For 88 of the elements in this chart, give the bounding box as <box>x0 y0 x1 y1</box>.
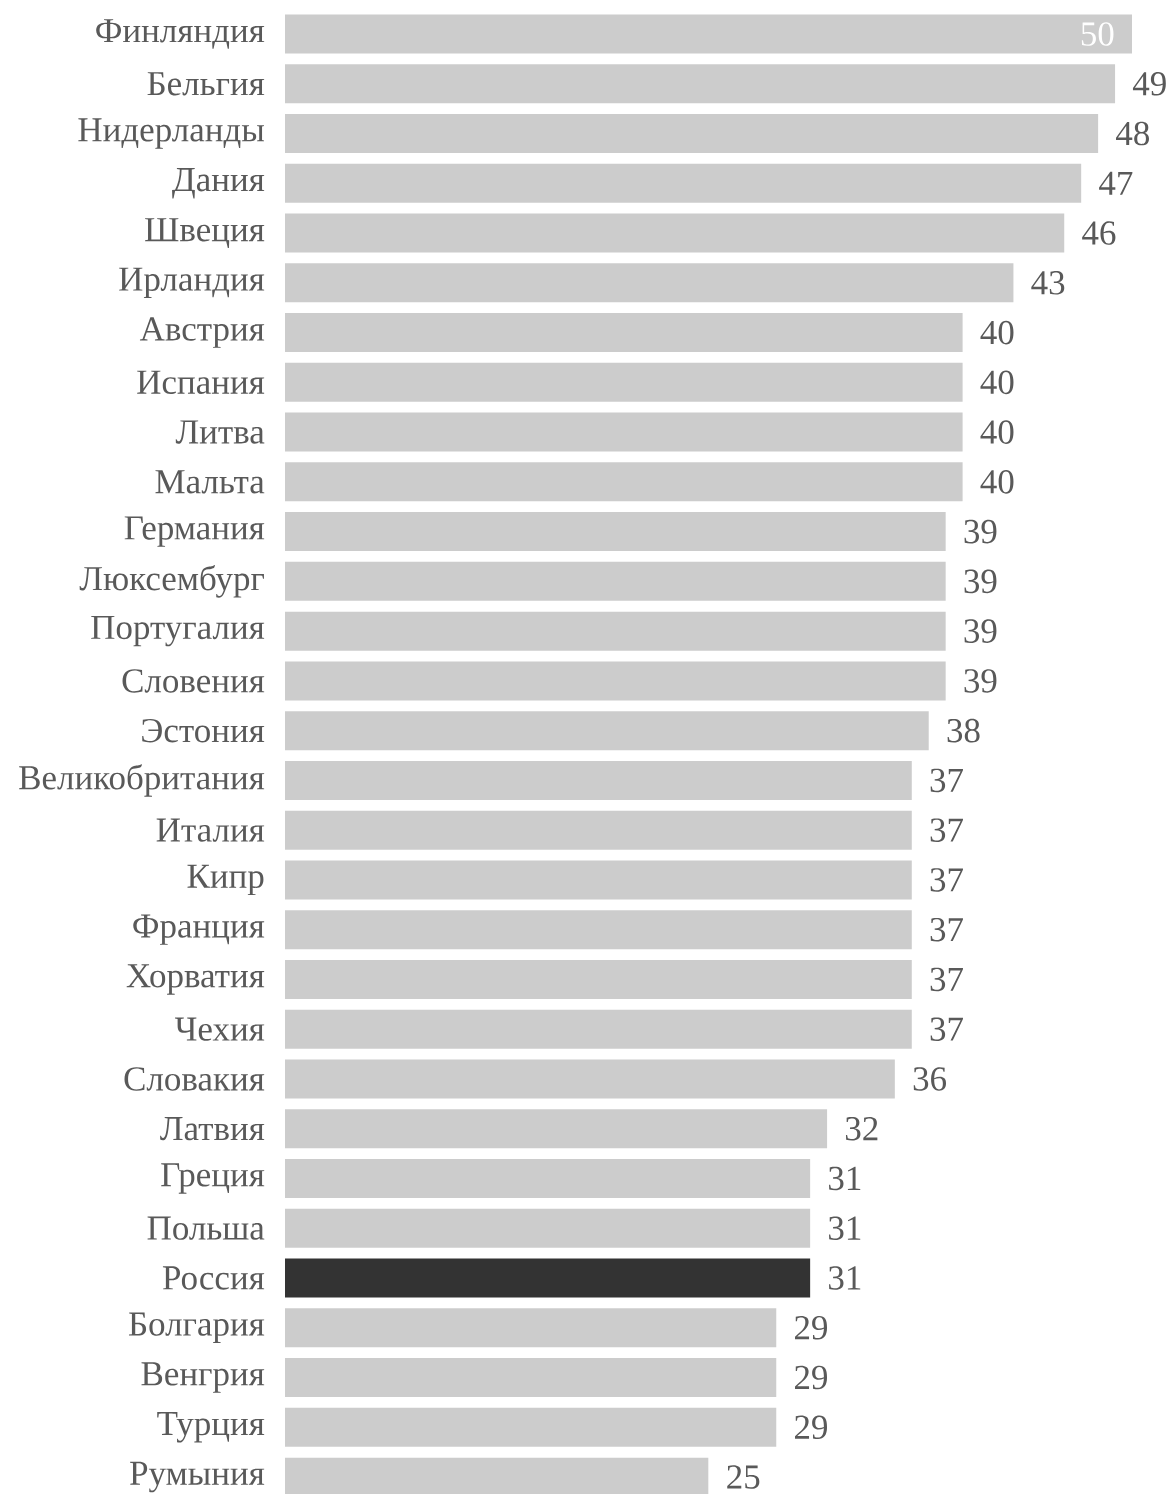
y-tick-label: Эстония <box>142 718 265 743</box>
bar <box>285 561 946 601</box>
bar <box>285 362 963 402</box>
data-label: 40 <box>980 420 1014 444</box>
bar <box>285 1059 895 1099</box>
bar <box>285 1109 828 1149</box>
bar <box>285 910 912 950</box>
y-tick-label: Дания <box>172 168 265 199</box>
data-label: 37 <box>930 1017 963 1041</box>
bar <box>285 313 963 353</box>
y-tick-label: Латвия <box>160 1117 265 1141</box>
data-label: 31 <box>829 1216 861 1240</box>
bar <box>285 860 912 900</box>
data-label: 49 <box>1132 72 1166 96</box>
data-label: 25 <box>727 1465 760 1489</box>
y-tick-label: Турция <box>157 1412 265 1443</box>
y-tick-label: Греция <box>161 1163 265 1194</box>
data-label: 39 <box>964 519 997 544</box>
bar <box>285 1158 811 1198</box>
y-tick-label: Нидерланды <box>78 118 264 149</box>
y-tick-label: Румыния <box>130 1461 265 1493</box>
y-tick-label: Австрия <box>139 317 265 348</box>
data-label: 37 <box>930 917 963 942</box>
y-tick-label: Словакия <box>124 1067 265 1091</box>
y-tick-label: Болгария <box>128 1312 265 1343</box>
bar <box>285 14 1133 54</box>
bar <box>285 263 1014 303</box>
y-tick-label: Чехия <box>175 1017 265 1041</box>
y-tick-label: Люксембург <box>79 565 264 598</box>
data-label: 37 <box>930 818 963 842</box>
bar <box>285 163 1082 203</box>
y-tick-label: Германия <box>124 516 265 547</box>
data-label: 37 <box>930 768 963 793</box>
y-tick-label: Швеция <box>145 218 265 248</box>
y-tick-label: Финляндия <box>96 19 265 49</box>
data-label: 39 <box>964 619 997 643</box>
y-tick-label: Хорватия <box>126 964 265 995</box>
bar <box>285 64 1116 104</box>
bar <box>285 512 946 552</box>
y-tick-label: Россия <box>162 1266 265 1290</box>
bar <box>285 213 1065 253</box>
bar <box>285 661 946 701</box>
bar <box>285 1407 777 1447</box>
y-tick-label: Польша <box>147 1216 265 1240</box>
bar <box>285 114 1099 154</box>
bar <box>285 1009 912 1049</box>
y-tick-label: Венгрия <box>141 1362 265 1393</box>
y-tick-label: Мальта <box>155 470 265 494</box>
data-label: 46 <box>1082 221 1116 245</box>
y-tick-label: Португалия <box>91 615 265 647</box>
y-tick-label: Италия <box>156 818 265 842</box>
y-tick-label: Франция <box>133 914 265 945</box>
data-label: 48 <box>1116 121 1149 146</box>
data-label: 40 <box>980 470 1014 494</box>
bar <box>285 1208 811 1248</box>
data-label: 40 <box>980 370 1014 395</box>
bar <box>285 810 912 850</box>
bar <box>285 1308 777 1348</box>
y-tick-label: Великобритания <box>19 764 265 797</box>
y-tick-label: Испания <box>137 370 265 394</box>
data-label: 29 <box>795 1315 828 1340</box>
bar <box>285 1258 811 1298</box>
y-tick-label: Кипр <box>187 864 264 896</box>
data-label: 43 <box>1031 271 1065 295</box>
bar <box>285 611 946 651</box>
data-label: 37 <box>930 868 963 892</box>
data-label: 31 <box>829 1166 861 1191</box>
data-label: 32 <box>845 1116 878 1141</box>
bar <box>285 462 963 502</box>
data-label: 36 <box>913 1067 947 1091</box>
data-label: 31 <box>829 1266 861 1290</box>
bar <box>285 959 912 999</box>
bar <box>285 760 912 800</box>
data-label: 40 <box>980 320 1014 345</box>
y-tick-label: Словения <box>122 669 265 693</box>
data-label: 29 <box>795 1365 828 1390</box>
data-label: 47 <box>1099 171 1133 195</box>
bar <box>285 412 963 452</box>
data-label: 39 <box>964 669 997 693</box>
bar <box>285 711 929 751</box>
y-tick-label: Ирландия <box>119 267 265 298</box>
data-label: 39 <box>964 569 997 594</box>
data-label: 37 <box>930 967 963 992</box>
bar <box>285 1358 777 1398</box>
data-label: 38 <box>947 718 980 743</box>
y-tick-label: Бельгия <box>147 72 265 96</box>
data-label: 29 <box>795 1415 828 1440</box>
y-tick-label: Литва <box>175 420 265 444</box>
